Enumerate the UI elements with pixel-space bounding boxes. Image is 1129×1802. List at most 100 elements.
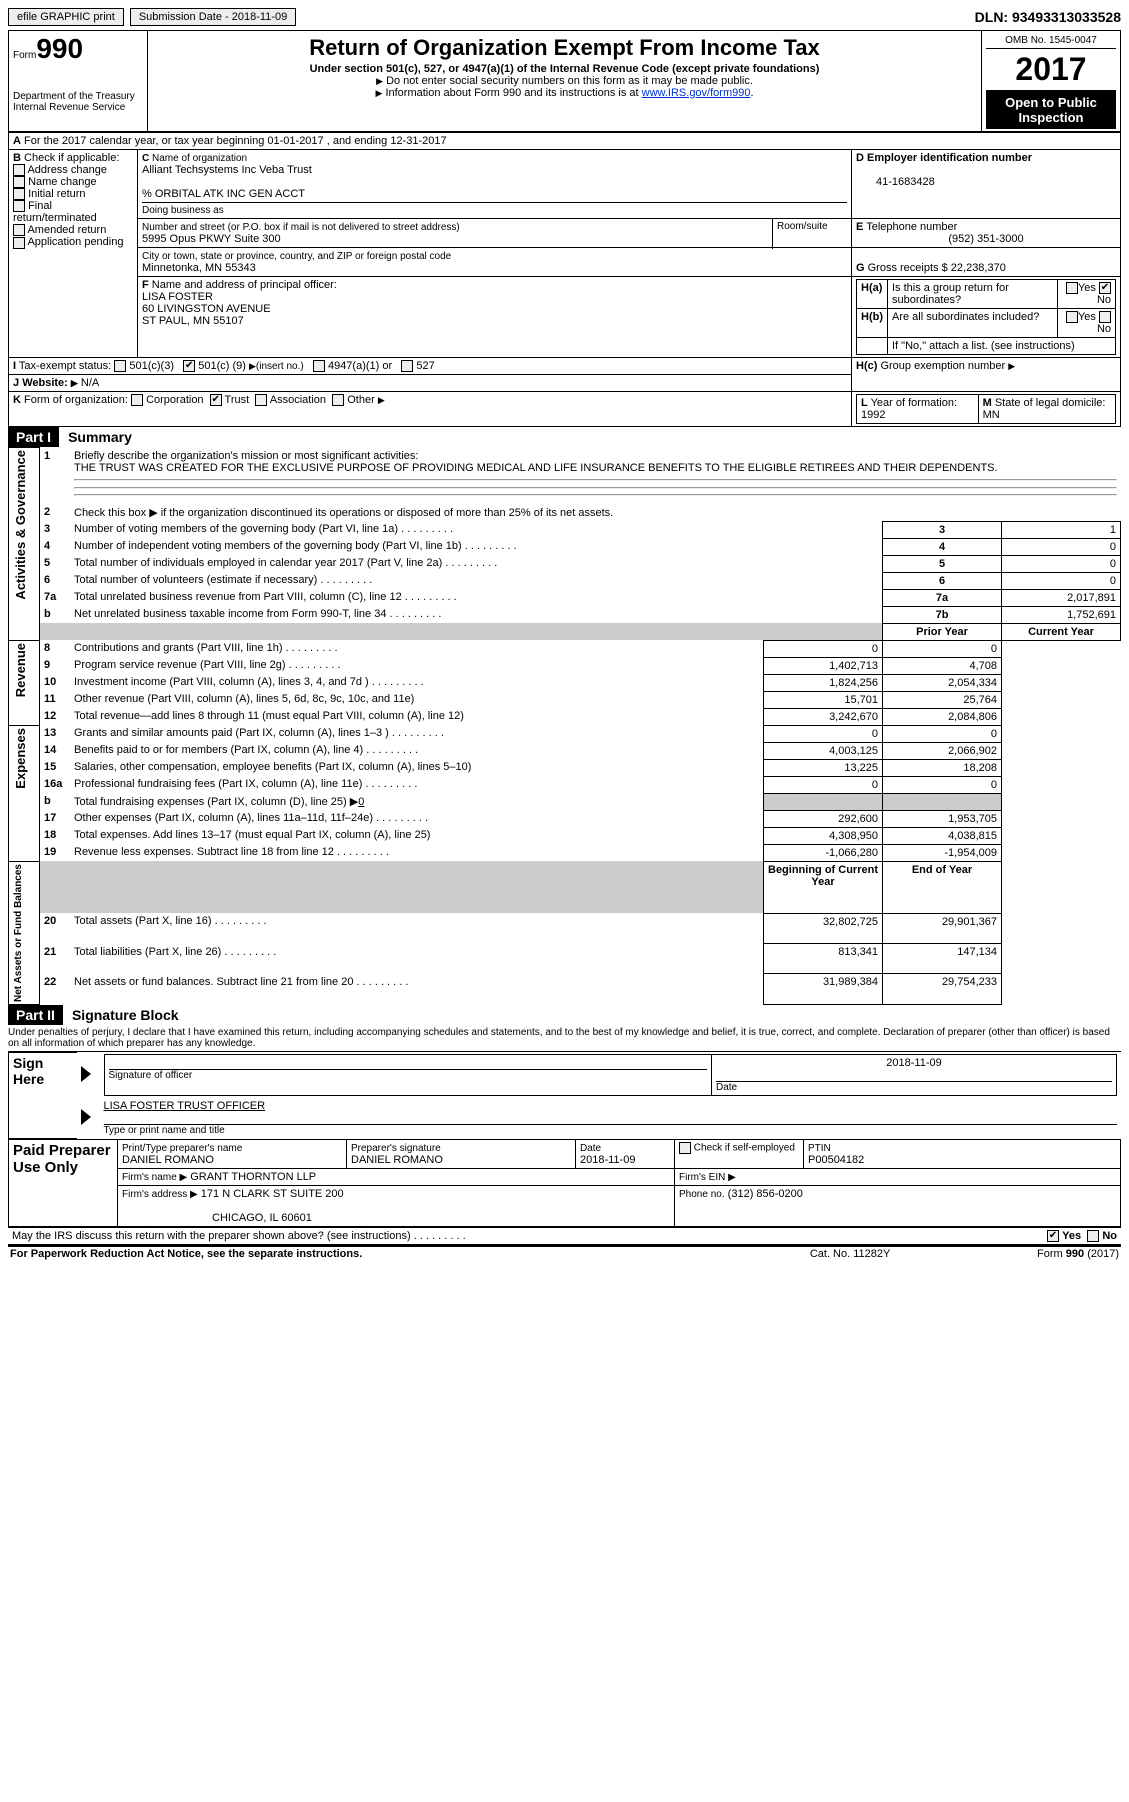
part1-header: Part I: [8, 427, 59, 447]
line22-begin: 31,989,384: [764, 974, 883, 1004]
footer-row: For Paperwork Reduction Act Notice, see …: [8, 1245, 1121, 1261]
sign-arrow-icon: [81, 1066, 91, 1082]
corporation-checkbox[interactable]: [131, 394, 143, 406]
hb-no-checkbox[interactable]: [1099, 311, 1111, 323]
part1-title: Summary: [68, 429, 132, 445]
application-pending-checkbox[interactable]: [13, 237, 25, 249]
discuss-yes-label: Yes: [1062, 1230, 1081, 1242]
name-change-checkbox[interactable]: [13, 176, 25, 188]
line4-label: Number of independent voting members of …: [74, 540, 517, 552]
subtitle-ssn: Do not enter social security numbers on …: [386, 75, 753, 87]
opt-association: Association: [270, 394, 326, 406]
self-employed-checkbox[interactable]: [679, 1142, 691, 1154]
4947-checkbox[interactable]: [313, 360, 325, 372]
b-label: Check if applicable:: [24, 152, 119, 164]
org-name: Alliant Techsystems Inc Veba Trust: [142, 164, 312, 176]
open-to-public: Open to Public Inspection: [986, 91, 1116, 129]
line14-current: 2,066,902: [883, 742, 1002, 759]
instructions-link[interactable]: www.IRS.gov/form990: [642, 87, 751, 99]
form-footer: 990: [1066, 1248, 1084, 1260]
paperwork-notice: For Paperwork Reduction Act Notice, see …: [10, 1248, 362, 1260]
line17-current: 1,953,705: [883, 810, 1002, 827]
trust-checkbox[interactable]: [210, 394, 222, 406]
line10-current: 2,054,334: [883, 674, 1002, 691]
opt-501c3: 501(c)(3): [129, 360, 174, 372]
line13-prior: 0: [764, 725, 883, 742]
line16a-prior: 0: [764, 776, 883, 793]
j-label: Website:: [22, 377, 68, 389]
org-co: % ORBITAL ATK INC GEN ACCT: [142, 188, 305, 200]
opt-trust: Trust: [225, 394, 250, 406]
501c-checkbox[interactable]: [183, 360, 195, 372]
self-employed-label: Check if self-employed: [694, 1142, 795, 1153]
prep-name: DANIEL ROMANO: [122, 1154, 214, 1166]
prep-name-label: Print/Type preparer's name: [122, 1143, 242, 1154]
form-title: Return of Organization Exempt From Incom…: [152, 35, 977, 61]
line12-prior: 3,242,670: [764, 708, 883, 725]
declaration-text: Under penalties of perjury, I declare th…: [8, 1025, 1121, 1052]
signature-date: 2018-11-09: [716, 1057, 1112, 1069]
line17-prior: 292,600: [764, 810, 883, 827]
section-revenue: Revenue: [13, 643, 28, 697]
cat-no: Cat. No. 11282Y: [761, 1246, 940, 1261]
line21-begin: 813,341: [764, 944, 883, 974]
opt-amended-return: Amended return: [27, 224, 106, 236]
section-net-assets: Net Assets or Fund Balances: [13, 864, 24, 1002]
officer-print-name: LISA FOSTER TRUST OFFICER: [104, 1100, 266, 1112]
officer-name: LISA FOSTER: [142, 291, 213, 303]
submission-date-label: Submission Date - 2018-11-09: [130, 8, 296, 26]
discuss-no-checkbox[interactable]: [1087, 1230, 1099, 1242]
street-address: 5995 Opus PKWY Suite 300: [142, 233, 281, 245]
line18-current: 4,038,815: [883, 827, 1002, 844]
line15-current: 18,208: [883, 759, 1002, 776]
yes-label: Yes: [1078, 282, 1096, 294]
line19-current: -1,954,009: [883, 844, 1002, 861]
firm-name-label: Firm's name ▶: [122, 1172, 187, 1183]
opt-other: Other: [347, 394, 375, 406]
527-checkbox[interactable]: [401, 360, 413, 372]
line7b-value: 1,752,691: [1002, 606, 1121, 623]
section-expenses: Expenses: [13, 728, 28, 789]
signature-officer-label: Signature of officer: [109, 1069, 708, 1081]
address-change-checkbox[interactable]: [13, 164, 25, 176]
hb-yes-checkbox[interactable]: [1066, 311, 1078, 323]
k-label: Form of organization:: [24, 394, 128, 406]
line3-value: 1: [1002, 521, 1121, 538]
amended-return-checkbox[interactable]: [13, 224, 25, 236]
e-label: Telephone number: [866, 221, 957, 233]
efile-graphic-print-button[interactable]: efile GRAPHIC print: [8, 8, 124, 26]
form-number: 990: [36, 33, 83, 64]
line8-prior: 0: [764, 640, 883, 657]
initial-return-checkbox[interactable]: [13, 188, 25, 200]
year-formation: 1992: [861, 409, 885, 421]
line11-prior: 15,701: [764, 691, 883, 708]
501c3-checkbox[interactable]: [114, 360, 126, 372]
i-label: Tax-exempt status:: [19, 360, 111, 372]
opt-527: 527: [416, 360, 434, 372]
dept-treasury: Department of the Treasury: [13, 91, 143, 102]
ha-no-checkbox[interactable]: [1099, 282, 1111, 294]
ptin-label: PTIN: [808, 1143, 831, 1154]
tax-year: 2017: [986, 49, 1116, 91]
final-return-checkbox[interactable]: [13, 200, 25, 212]
subtitle-501c: Under section 501(c), 527, or 4947(a)(1)…: [310, 63, 820, 75]
line-a-text: For the 2017 calendar year, or tax year …: [24, 135, 447, 147]
gross-receipts-value: 22,238,370: [951, 262, 1006, 274]
officer-addr2: ST PAUL, MN 55107: [142, 315, 244, 327]
association-checkbox[interactable]: [255, 394, 267, 406]
line1-label: Briefly describe the organization's miss…: [74, 450, 418, 462]
discuss-label: May the IRS discuss this return with the…: [12, 1230, 466, 1242]
discuss-yes-checkbox[interactable]: [1047, 1230, 1059, 1242]
line10-prior: 1,824,256: [764, 674, 883, 691]
state-domicile: MN: [983, 409, 1000, 421]
part2-header: Part II: [8, 1005, 63, 1025]
opt-corporation: Corporation: [146, 394, 203, 406]
firm-name: GRANT THORNTON LLP: [190, 1171, 316, 1183]
prep-sig: DANIEL ROMANO: [351, 1154, 443, 1166]
ha-label: Is this a group return for subordinates?: [888, 280, 1058, 309]
form-footer-year: (2017): [1084, 1248, 1119, 1260]
other-checkbox[interactable]: [332, 394, 344, 406]
opt-4947: 4947(a)(1) or: [328, 360, 392, 372]
ha-yes-checkbox[interactable]: [1066, 282, 1078, 294]
line8-label: Contributions and grants (Part VIII, lin…: [74, 642, 338, 654]
